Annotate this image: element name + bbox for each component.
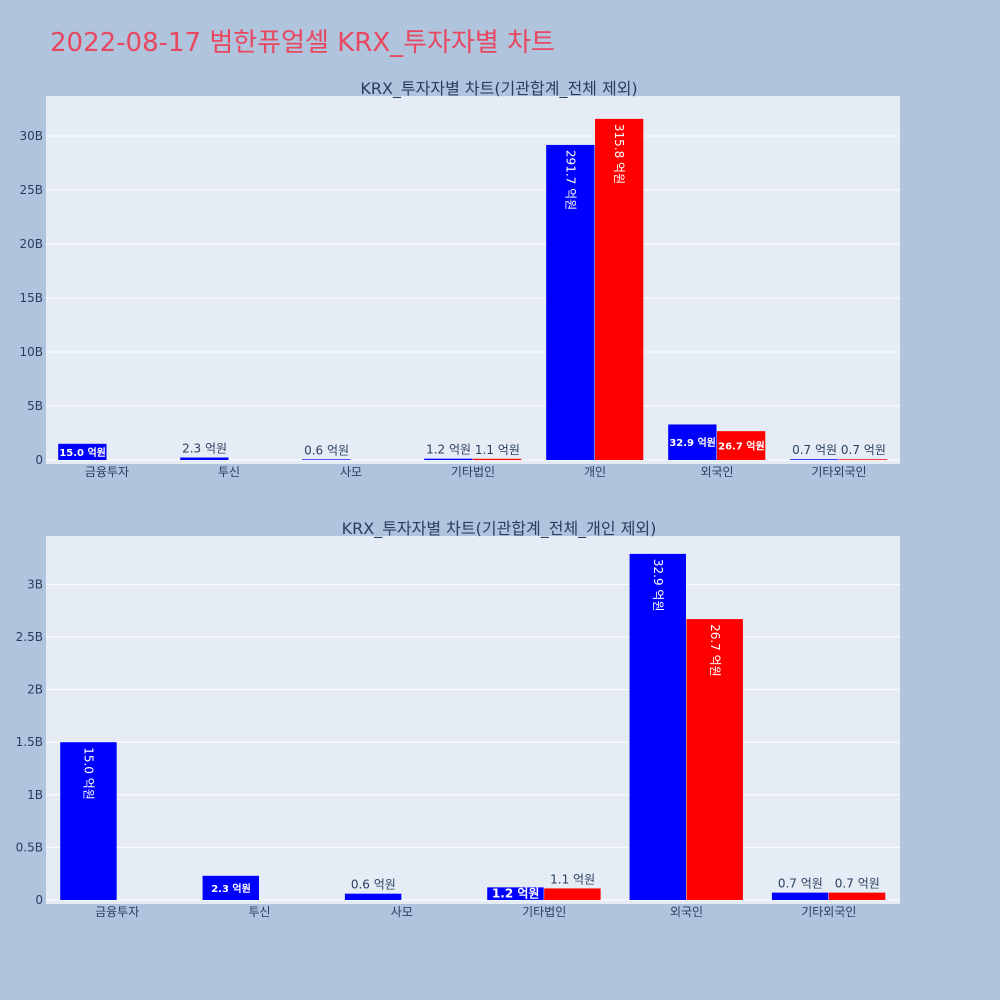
x-tick-label: 외국인 [700,465,733,479]
bar [487,887,544,900]
bar [828,892,886,900]
bar-value-label: 26.7 억원 [718,440,765,453]
bar-value-label: 2.3 억원 [211,882,251,895]
bar [180,457,229,460]
bar-value-label: 0.7 억원 [778,877,823,891]
bar [771,892,829,900]
bar-value-label: 1.2 억원 [492,887,540,901]
x-tick-label: 개인 [584,465,606,479]
bar-value-label: 291.7 억원 [563,150,577,210]
bar [629,553,686,900]
x-tick-label: 기타법인 [522,905,566,919]
bar [473,458,522,460]
bar [544,888,601,900]
bar [717,431,766,460]
bar [790,459,839,460]
x-tick-label: 금융투자 [95,905,139,919]
bar [686,619,743,900]
y-tick-label: 1.5B [16,735,43,749]
bar-value-label: 32.9 억원 [669,436,716,449]
bar-value-label: 0.7 억원 [792,443,837,457]
bar-value-label: 0.6 억원 [351,878,396,892]
bar [839,459,888,460]
plot-area [46,96,900,464]
bar [58,443,107,460]
bar [302,459,351,460]
y-tick-label: 0.5B [16,840,43,854]
x-tick-label: 금융투자 [85,465,129,479]
bar [60,742,117,900]
y-tick-label: 30B [19,129,43,143]
bar-value-label: 1.1 억원 [550,872,595,886]
bar [202,875,259,900]
bar-value-label: 1.2 억원 [426,443,471,457]
chart-title: KRX_투자자별 차트(기관합계_전체 제외) [360,79,637,99]
bar-value-label: 315.8 억원 [612,124,626,184]
bar [595,118,644,461]
bar [546,144,595,460]
bar-value-label: 0.6 억원 [304,443,349,457]
y-tick-label: 2B [27,683,43,697]
x-tick-label: 외국인 [670,905,703,919]
y-tick-label: 1B [27,788,43,802]
y-tick-label: 20B [19,237,43,251]
x-tick-label: 사모 [340,465,362,479]
x-tick-label: 투신 [218,465,240,479]
y-tick-label: 15B [19,291,43,305]
bar-value-label: 0.7 억원 [835,877,880,891]
plot-area [46,536,900,904]
y-tick-label: 25B [19,183,43,197]
bar-value-label: 1.1 억원 [475,443,520,457]
y-tick-label: 3B [27,577,43,591]
y-tick-label: 0 [35,453,43,467]
y-tick-label: 2.5B [16,630,43,644]
chart-title: KRX_투자자별 차트(기관합계_전체_개인 제외) [342,519,657,539]
bar-value-label: 15.0 억원 [81,747,95,800]
y-tick-label: 10B [19,345,43,359]
bar [668,424,717,460]
y-tick-label: 0 [35,893,43,907]
bar-value-label: 15.0 억원 [59,446,106,459]
page-title: 2022-08-17 범한퓨얼셀 KRX_투자자별 차트 [50,28,555,58]
bar [344,893,402,900]
bar-value-label: 32.9 억원 [651,559,665,612]
x-tick-label: 사모 [391,905,413,919]
x-tick-label: 기타외국인 [811,465,866,479]
x-tick-label: 기타외국인 [801,905,856,919]
x-tick-label: 기타법인 [451,465,495,479]
bar [424,458,473,460]
bar-value-label: 2.3 억원 [182,442,227,456]
x-tick-label: 투신 [248,905,270,919]
bar-value-label: 0.7 억원 [841,443,886,457]
y-tick-label: 5B [27,399,43,413]
bar-value-label: 26.7 억원 [708,624,722,677]
